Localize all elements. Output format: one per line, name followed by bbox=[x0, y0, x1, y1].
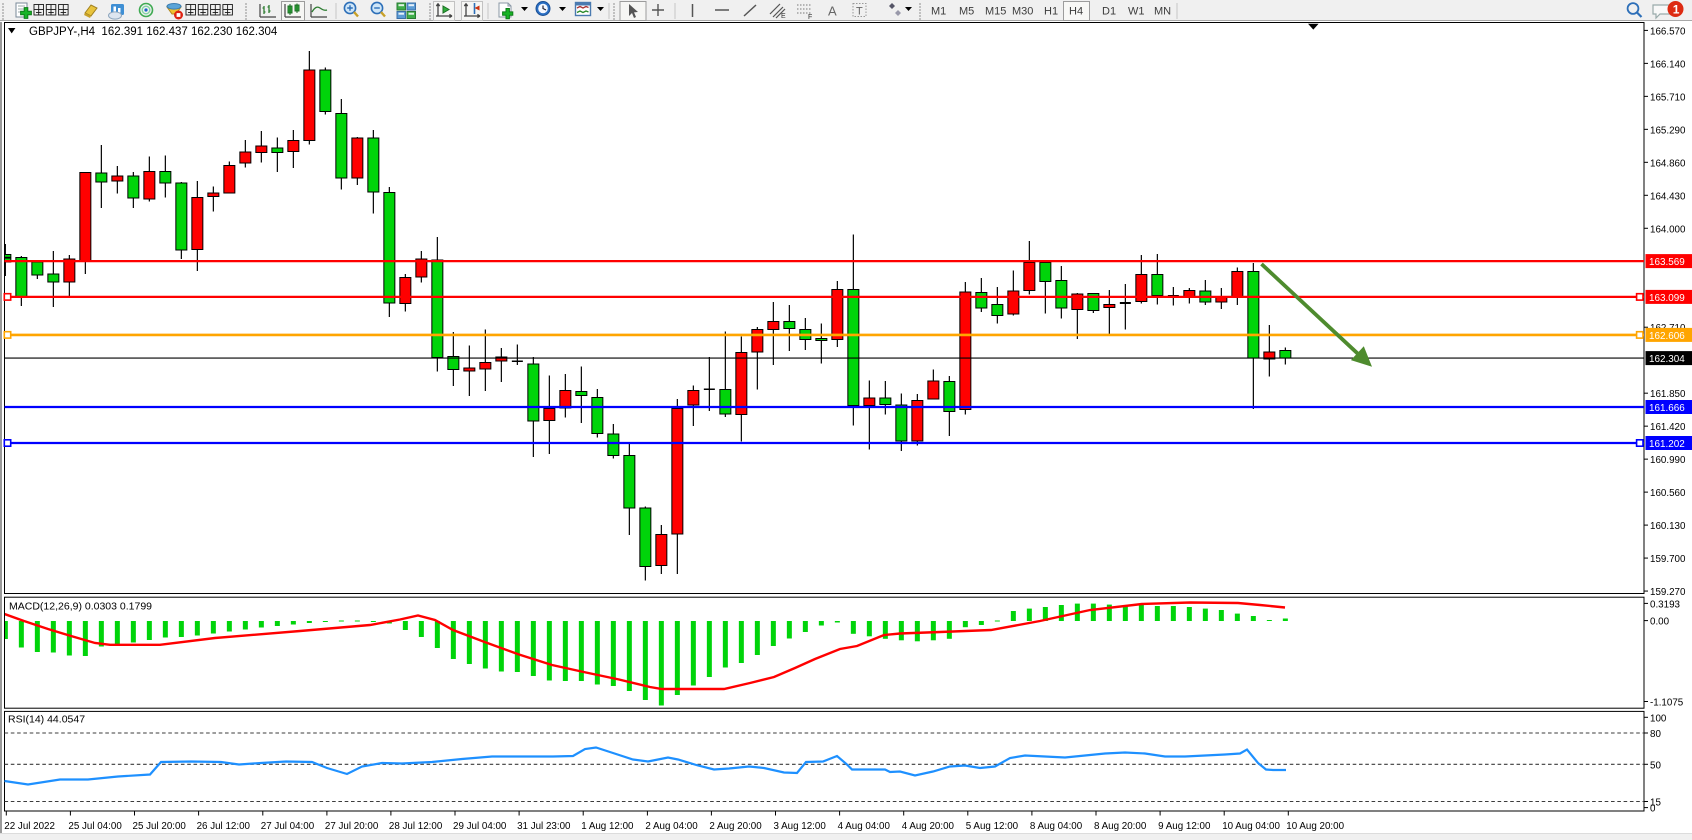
svg-text:166.570: 166.570 bbox=[1650, 26, 1686, 37]
svg-text:F: F bbox=[808, 14, 812, 21]
svg-text:-1.1075: -1.1075 bbox=[1650, 698, 1684, 709]
svg-text:160.130: 160.130 bbox=[1650, 521, 1686, 532]
svg-text:164.000: 164.000 bbox=[1650, 224, 1686, 235]
svg-text:1 Aug 12:00: 1 Aug 12:00 bbox=[581, 821, 634, 832]
svg-text:M15: M15 bbox=[985, 6, 1006, 18]
svg-text:26 Jul 12:00: 26 Jul 12:00 bbox=[197, 821, 251, 832]
svg-text:165.710: 165.710 bbox=[1650, 92, 1686, 103]
svg-text:161.666: 161.666 bbox=[1649, 403, 1685, 414]
svg-text:RSI(14) 44.0547: RSI(14) 44.0547 bbox=[8, 713, 85, 725]
svg-text:80: 80 bbox=[1650, 729, 1661, 740]
svg-text:5 Aug 12:00: 5 Aug 12:00 bbox=[966, 821, 1019, 832]
svg-text:T: T bbox=[856, 6, 863, 18]
svg-text:A: A bbox=[828, 4, 837, 19]
svg-text:M1: M1 bbox=[931, 6, 946, 18]
svg-text:M5: M5 bbox=[959, 6, 974, 18]
svg-text:165.290: 165.290 bbox=[1650, 125, 1686, 136]
svg-text:159.270: 159.270 bbox=[1650, 587, 1686, 598]
svg-text:10 Aug 20:00: 10 Aug 20:00 bbox=[1286, 821, 1344, 832]
svg-text:166.140: 166.140 bbox=[1650, 59, 1686, 70]
svg-text:2 Aug 04:00: 2 Aug 04:00 bbox=[645, 821, 698, 832]
svg-text:4 Aug 04:00: 4 Aug 04:00 bbox=[838, 821, 891, 832]
svg-text:162.304: 162.304 bbox=[1649, 354, 1685, 365]
svg-text:1: 1 bbox=[1673, 2, 1680, 16]
svg-text:MACD(12,26,9) 0.0303 0.1799: MACD(12,26,9) 0.0303 0.1799 bbox=[9, 600, 152, 612]
svg-text:GBPJPY-,H4 162.391 162.437 16: GBPJPY-,H4 162.391 162.437 162.230 162.3… bbox=[29, 26, 278, 38]
svg-text:22 Jul 2022: 22 Jul 2022 bbox=[4, 821, 55, 832]
svg-text:3 Aug 12:00: 3 Aug 12:00 bbox=[774, 821, 827, 832]
svg-text:27 Jul 04:00: 27 Jul 04:00 bbox=[261, 821, 315, 832]
svg-text:0.00: 0.00 bbox=[1650, 617, 1670, 628]
svg-text:25 Jul 04:00: 25 Jul 04:00 bbox=[68, 821, 122, 832]
svg-text:0: 0 bbox=[1650, 804, 1656, 815]
svg-text:27 Jul 20:00: 27 Jul 20:00 bbox=[325, 821, 379, 832]
svg-text:160.560: 160.560 bbox=[1650, 488, 1686, 499]
svg-text:H1: H1 bbox=[1044, 6, 1058, 18]
svg-text:8 Aug 20:00: 8 Aug 20:00 bbox=[1094, 821, 1147, 832]
svg-text:163.099: 163.099 bbox=[1649, 293, 1685, 304]
svg-text:2 Aug 20:00: 2 Aug 20:00 bbox=[709, 821, 762, 832]
svg-text:163.569: 163.569 bbox=[1649, 257, 1685, 268]
svg-text:H4: H4 bbox=[1069, 6, 1083, 18]
svg-text:25 Jul 20:00: 25 Jul 20:00 bbox=[133, 821, 187, 832]
svg-text:29 Jul 04:00: 29 Jul 04:00 bbox=[453, 821, 507, 832]
svg-text:161.850: 161.850 bbox=[1650, 389, 1686, 400]
svg-text:D1: D1 bbox=[1102, 6, 1116, 18]
svg-text:4 Aug 20:00: 4 Aug 20:00 bbox=[902, 821, 955, 832]
svg-text:MN: MN bbox=[1154, 6, 1171, 18]
svg-text:50: 50 bbox=[1650, 760, 1661, 771]
svg-text:9 Aug 12:00: 9 Aug 12:00 bbox=[1158, 821, 1211, 832]
svg-text:15: 15 bbox=[1650, 798, 1661, 809]
svg-text:28 Jul 12:00: 28 Jul 12:00 bbox=[389, 821, 443, 832]
svg-text:161.420: 161.420 bbox=[1650, 422, 1686, 433]
svg-text:0.3193: 0.3193 bbox=[1650, 599, 1681, 610]
svg-text:162.606: 162.606 bbox=[1649, 331, 1685, 342]
svg-text:164.430: 164.430 bbox=[1650, 191, 1686, 202]
svg-text:160.990: 160.990 bbox=[1650, 455, 1686, 466]
svg-text:31 Jul 23:00: 31 Jul 23:00 bbox=[517, 821, 571, 832]
svg-text:161.202: 161.202 bbox=[1649, 439, 1685, 450]
svg-text:159.700: 159.700 bbox=[1650, 554, 1686, 565]
svg-text:8 Aug 04:00: 8 Aug 04:00 bbox=[1030, 821, 1083, 832]
svg-text:164.860: 164.860 bbox=[1650, 158, 1686, 169]
svg-text:10 Aug 04:00: 10 Aug 04:00 bbox=[1222, 821, 1280, 832]
svg-text:M30: M30 bbox=[1012, 6, 1033, 18]
svg-text:W1: W1 bbox=[1128, 6, 1145, 18]
svg-text:100: 100 bbox=[1650, 713, 1667, 724]
svg-text:E: E bbox=[781, 13, 786, 20]
